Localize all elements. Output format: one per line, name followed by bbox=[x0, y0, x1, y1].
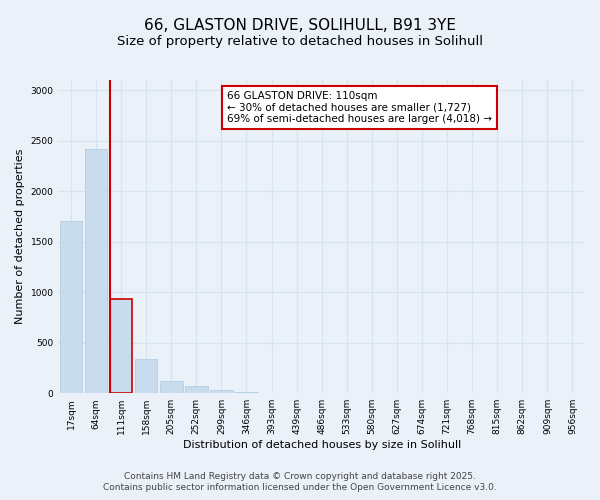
Text: Contains HM Land Registry data © Crown copyright and database right 2025.: Contains HM Land Registry data © Crown c… bbox=[124, 472, 476, 481]
Bar bbox=[135, 359, 157, 393]
Bar bbox=[260, 392, 283, 393]
Text: Size of property relative to detached houses in Solihull: Size of property relative to detached ho… bbox=[117, 35, 483, 48]
Bar bbox=[185, 386, 208, 393]
Text: 66 GLASTON DRIVE: 110sqm
← 30% of detached houses are smaller (1,727)
69% of sem: 66 GLASTON DRIVE: 110sqm ← 30% of detach… bbox=[227, 91, 492, 124]
Text: Contains public sector information licensed under the Open Government Licence v3: Contains public sector information licen… bbox=[103, 484, 497, 492]
Y-axis label: Number of detached properties: Number of detached properties bbox=[15, 149, 25, 324]
X-axis label: Distribution of detached houses by size in Solihull: Distribution of detached houses by size … bbox=[182, 440, 461, 450]
Bar bbox=[85, 148, 107, 393]
Text: 66, GLASTON DRIVE, SOLIHULL, B91 3YE: 66, GLASTON DRIVE, SOLIHULL, B91 3YE bbox=[144, 18, 456, 32]
Bar bbox=[160, 381, 182, 393]
Bar bbox=[210, 390, 233, 393]
Bar bbox=[110, 299, 133, 393]
Bar bbox=[59, 222, 82, 393]
Bar bbox=[235, 392, 258, 393]
